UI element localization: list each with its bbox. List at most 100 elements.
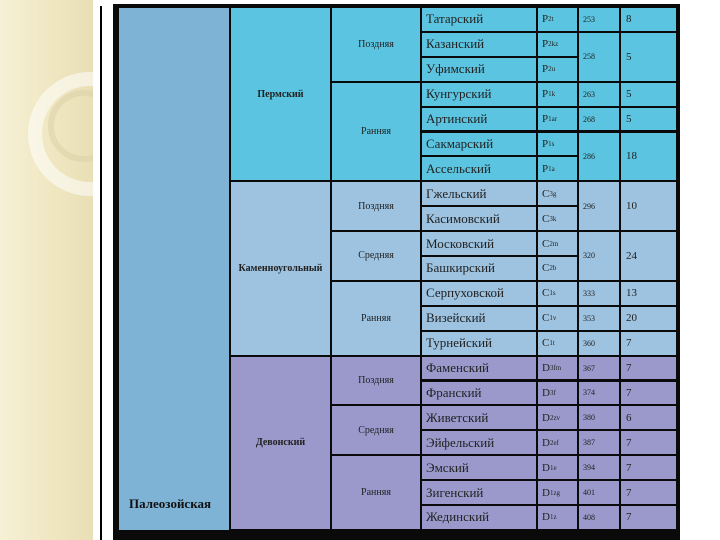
stratigraphic-index: C 1s: [538, 281, 577, 305]
stage-name: Сакмарский: [426, 135, 494, 151]
stage-name: Ассельский: [426, 160, 491, 176]
index-letter: D: [542, 511, 550, 524]
duration-cell: 6: [621, 406, 676, 430]
stage-cell: Зигенский: [422, 481, 536, 504]
stage-name: Франский: [426, 384, 482, 400]
stage-cell: Уфимский: [422, 57, 536, 81]
stage-name: Серпуховской: [426, 285, 505, 301]
duration-cell: 7: [621, 381, 676, 405]
age-cell: 353: [579, 306, 619, 330]
stage-cell: Татарский: [422, 8, 536, 31]
index-letter: P: [542, 113, 549, 126]
stratigraphic-index: D 3f: [538, 381, 577, 405]
period-label: Пермский: [257, 88, 304, 100]
age-cell: 380: [579, 406, 619, 430]
index-letter: C: [542, 187, 550, 200]
index-letter: D: [542, 461, 550, 474]
epoch-label: Поздняя: [358, 200, 394, 212]
age-cell: 268: [579, 107, 619, 131]
stratigraphic-index: C 1v: [538, 306, 577, 330]
age-value: 360: [583, 338, 595, 348]
stratigraphic-index: C 3k: [538, 207, 577, 231]
index-letter: P: [542, 13, 549, 26]
epoch-label: Ранняя: [361, 487, 391, 499]
age-cell: 401: [579, 481, 619, 504]
duration-value: 18: [626, 150, 637, 163]
epoch-cell: Средняя: [332, 232, 420, 280]
age-value: 380: [583, 413, 595, 423]
index-subscript: 1k: [548, 90, 556, 99]
index-subscript: 2m: [549, 239, 559, 248]
duration-cell: 7: [621, 506, 676, 529]
stratigraphic-index: D 1e: [538, 456, 577, 480]
duration-value: 5: [626, 50, 632, 63]
stage-cell: Башкирский: [422, 257, 536, 280]
duration-cell: 5: [621, 32, 676, 81]
stage-name: Фаменский: [426, 360, 489, 376]
age-cell: 394: [579, 456, 619, 480]
stage-name: Казанский: [426, 36, 485, 52]
age-value: 408: [583, 512, 595, 522]
duration-value: 7: [626, 461, 632, 474]
stage-name: Зигенский: [426, 484, 484, 500]
stage-name: Визейский: [426, 310, 486, 326]
index-subscript: 3f: [549, 388, 556, 397]
stage-cell: Эйфельский: [422, 431, 536, 455]
stage-cell: Московский: [422, 232, 536, 255]
duration-value: 20: [626, 312, 637, 325]
stage-name: Артинский: [426, 111, 488, 127]
index-letter: C: [542, 287, 550, 300]
duration-value: 7: [626, 362, 632, 375]
age-value: 387: [583, 438, 595, 448]
stage-cell: Касимовский: [422, 207, 536, 231]
period-label: Девонский: [255, 437, 306, 449]
stage-name: Кунгурский: [426, 86, 492, 102]
stratigraphic-index: C 1t: [538, 331, 577, 355]
index-letter: P: [542, 88, 549, 101]
index-subscript: 3g: [549, 189, 557, 198]
stratigraphic-index: P 2t: [538, 8, 577, 31]
age-value: 253: [583, 14, 595, 24]
stage-cell: Гжельский: [422, 182, 536, 206]
period-cell: Пермский: [231, 8, 330, 181]
duration-value: 8: [626, 13, 632, 26]
index-subscript: 2t: [548, 15, 554, 24]
index-letter: C: [542, 212, 550, 225]
index-subscript: 2ef: [549, 438, 559, 447]
period-label: Каменноугольный: [238, 262, 323, 274]
stratigraphic-index: P 2u: [538, 57, 577, 81]
stage-cell: Кунгурский: [422, 82, 536, 106]
index-letter: C: [542, 237, 550, 250]
index-letter: D: [542, 486, 550, 499]
epoch-label: Поздняя: [358, 38, 394, 50]
duration-value: 7: [626, 436, 632, 449]
stratigraphic-index: D 3fm: [538, 356, 577, 380]
stratigraphic-index: D 1zg: [538, 481, 577, 504]
duration-cell: 5: [621, 107, 676, 131]
period-cell: Каменноугольный: [231, 182, 330, 355]
duration-cell: 20: [621, 306, 676, 330]
duration-cell: 18: [621, 132, 676, 181]
age-value: 394: [583, 463, 595, 473]
index-subscript: 2u: [548, 65, 556, 74]
stage-cell: Визейский: [422, 306, 536, 330]
epoch-cell: Ранняя: [332, 82, 420, 181]
stage-name: Живетский: [426, 409, 489, 425]
age-cell: 360: [579, 331, 619, 355]
epoch-cell: Ранняя: [332, 281, 420, 355]
index-letter: D: [542, 362, 550, 375]
divider-line: [100, 6, 102, 540]
epoch-label: Средняя: [358, 250, 394, 262]
stage-cell: Эмский: [422, 456, 536, 480]
stratigraphic-index: D 1z: [538, 506, 577, 529]
epoch-cell: Ранняя: [332, 456, 420, 529]
stage-name: Татарский: [426, 11, 484, 27]
index-letter: P: [542, 63, 549, 76]
index-subscript: 1ar: [548, 115, 558, 124]
age-cell: 374: [579, 381, 619, 405]
age-value: 367: [583, 363, 595, 373]
stage-name: Касимовский: [426, 210, 500, 226]
stratigraphic-index: C 2m: [538, 232, 577, 255]
age-value: 263: [583, 89, 595, 99]
stratigraphic-index: P 1ar: [538, 107, 577, 131]
